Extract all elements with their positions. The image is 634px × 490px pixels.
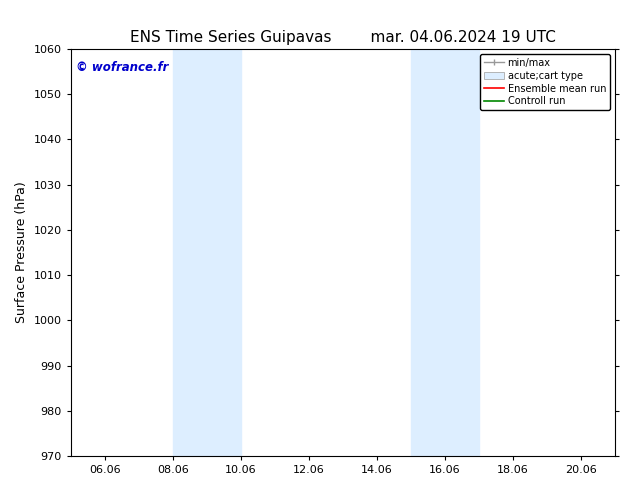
- Text: © wofrance.fr: © wofrance.fr: [76, 61, 169, 74]
- Legend: min/max, acute;cart type, Ensemble mean run, Controll run: min/max, acute;cart type, Ensemble mean …: [481, 54, 610, 110]
- Title: ENS Time Series Guipavas        mar. 04.06.2024 19 UTC: ENS Time Series Guipavas mar. 04.06.2024…: [130, 30, 556, 45]
- Y-axis label: Surface Pressure (hPa): Surface Pressure (hPa): [15, 182, 28, 323]
- Bar: [172, 49, 241, 456]
- Bar: [411, 49, 479, 456]
